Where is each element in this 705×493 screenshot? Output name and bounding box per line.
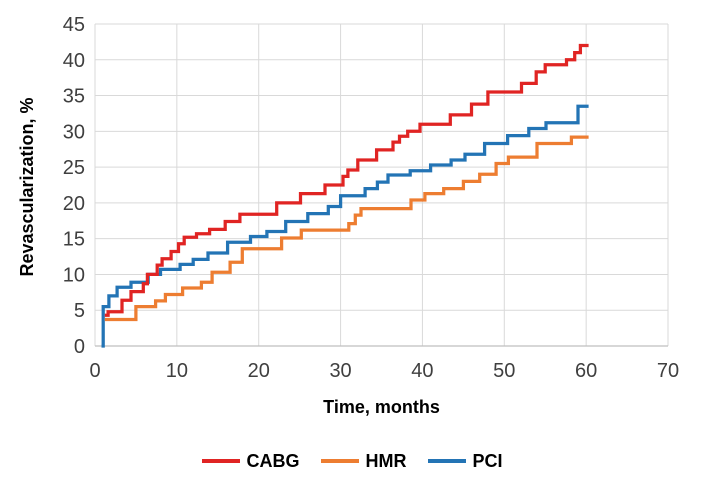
x-tick-label: 50	[493, 360, 515, 382]
y-tick-label: 40	[63, 50, 85, 72]
legend-label-pci: PCI	[472, 450, 503, 471]
legend-label-hmr: HMR	[365, 450, 407, 471]
x-tick-label: 20	[248, 360, 270, 382]
x-tick-label: 70	[657, 360, 679, 382]
y-tick-label: 25	[63, 157, 85, 179]
legend-item-pci: PCI	[428, 450, 503, 472]
x-tick-label: 30	[329, 360, 351, 382]
y-tick-label: 45	[63, 14, 85, 36]
y-tick-label: 0	[74, 336, 85, 358]
series-line-hmr	[104, 135, 589, 322]
legend-item-cabg: CABG	[202, 451, 299, 472]
y-axis-title: Revascularization, %	[17, 97, 37, 277]
y-tick-label: 5	[74, 300, 85, 322]
y-tick-label: 20	[63, 193, 85, 215]
legend-swatch-hmr	[321, 459, 360, 463]
x-axis-title: Time, months	[323, 397, 440, 417]
legend-swatch-pci	[428, 459, 467, 463]
x-tick-label: 60	[575, 360, 597, 382]
y-tick-label: 15	[63, 229, 85, 251]
legend-label-cabg: CABG	[246, 450, 300, 471]
y-tick-label: 10	[63, 264, 85, 286]
x-tick-label: 40	[411, 360, 433, 382]
y-tick-label: 30	[63, 121, 85, 143]
legend: CABG HMR PCI	[0, 449, 705, 473]
legend-item-hmr: HMR	[321, 451, 406, 472]
x-tick-label: 10	[166, 360, 188, 382]
x-tick-label: 0	[89, 360, 100, 382]
series-line-cabg	[104, 43, 589, 317]
legend-swatch-cabg	[202, 459, 241, 463]
y-tick-label: 35	[63, 86, 85, 108]
